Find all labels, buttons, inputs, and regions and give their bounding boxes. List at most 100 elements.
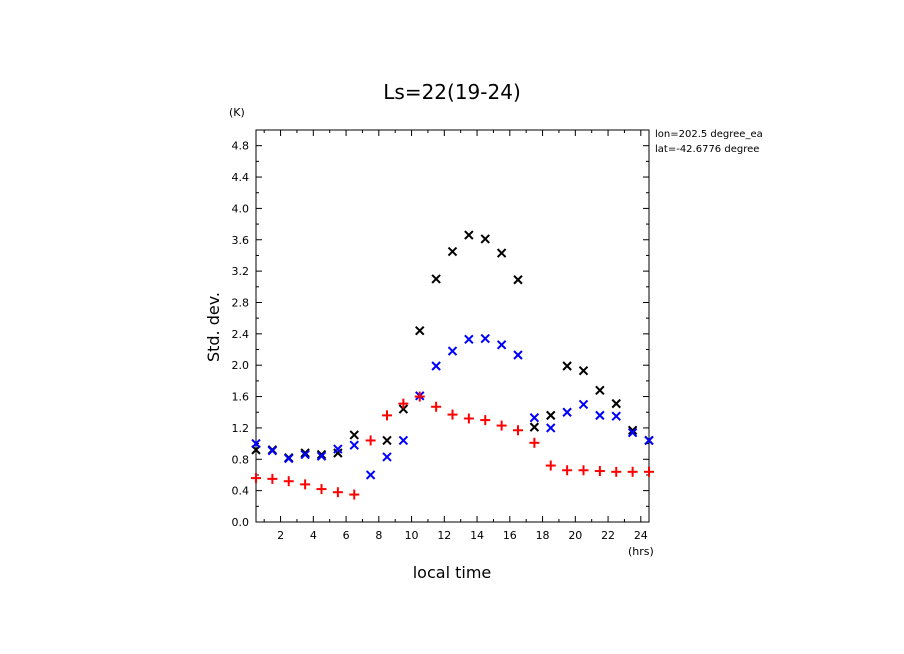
- data-point-series-1: [595, 385, 605, 395]
- data-point-series-1: [480, 234, 490, 244]
- data-point-series-2: [562, 407, 572, 417]
- data-point-series-2: [316, 451, 327, 461]
- x-tick-label: 6: [343, 529, 350, 542]
- data-point-series-3: [594, 466, 605, 477]
- data-point-series-3: [562, 465, 573, 476]
- data-point-series-3: [496, 420, 507, 431]
- data-point-series-2: [365, 470, 376, 480]
- data-point-series-3: [414, 391, 425, 402]
- y-tick-label: 1.2: [232, 422, 250, 435]
- x-tick-label: 10: [405, 529, 419, 542]
- data-point-series-3: [332, 487, 343, 498]
- data-point-series-2: [267, 445, 278, 456]
- x-tick-label: 2: [277, 529, 284, 542]
- data-point-series-2: [627, 427, 638, 438]
- y-tick-label: 0.4: [232, 485, 250, 498]
- data-point-series-1: [513, 275, 523, 285]
- plot-frame: [255, 129, 650, 523]
- data-point-series-3: [349, 489, 360, 500]
- data-point-series-3: [611, 466, 622, 477]
- data-point-series-2: [529, 413, 540, 423]
- data-point-series-1: [431, 274, 441, 284]
- data-point-series-3: [578, 465, 589, 476]
- x-tick-label: 8: [375, 529, 382, 542]
- y-tick-label: 0.0: [232, 516, 250, 529]
- data-point-series-3: [529, 437, 540, 448]
- y-tick-label: 2.8: [232, 296, 250, 309]
- x-unit-label: (hrs): [628, 545, 654, 558]
- y-axis-label: Std. dev.: [204, 292, 223, 362]
- data-point-series-1: [562, 361, 572, 371]
- data-point-series-1: [578, 365, 589, 376]
- data-point-series-2: [644, 435, 654, 446]
- y-tick-label: 4.0: [232, 202, 250, 215]
- y-tick-label: 3.6: [232, 234, 250, 247]
- data-point-series-2: [578, 399, 589, 410]
- data-point-series-2: [447, 346, 458, 356]
- y-tick-label: 4.8: [232, 140, 250, 153]
- data-point-series-3: [382, 410, 392, 421]
- y-tick-label: 2.0: [232, 359, 250, 372]
- x-tick-label: 16: [503, 529, 517, 542]
- x-axis-label: local time: [413, 563, 492, 582]
- data-point-series-3: [365, 435, 376, 446]
- data-point-series-2: [513, 350, 523, 360]
- data-point-series-2: [251, 438, 261, 449]
- data-point-series-3: [398, 398, 409, 409]
- data-point-series-2: [595, 410, 605, 421]
- data-point-series-3: [431, 401, 442, 412]
- data-point-series-2: [480, 333, 490, 344]
- data-point-series-2: [611, 411, 621, 421]
- data-point-series-1: [529, 422, 540, 432]
- data-point-series-3: [267, 473, 278, 484]
- data-point-series-3: [447, 409, 458, 420]
- data-point-series-3: [283, 476, 294, 487]
- data-point-series-3: [316, 484, 327, 495]
- data-point-series-2: [333, 444, 343, 454]
- y-tick-label: 0.8: [232, 453, 250, 466]
- data-point-series-1: [300, 448, 310, 458]
- y-unit-label: (K): [229, 106, 245, 119]
- data-point-series-2: [284, 453, 294, 464]
- data-point-series-3: [644, 466, 654, 477]
- data-point-series-3: [251, 473, 261, 484]
- data-point-series-3: [627, 466, 638, 477]
- data-point-series-1: [447, 246, 458, 257]
- data-point-series-3: [545, 460, 556, 471]
- data-point-series-3: [300, 479, 311, 490]
- y-tick-label: 3.2: [232, 265, 250, 278]
- x-tick-label: 4: [310, 529, 317, 542]
- data-point-series-2: [546, 423, 556, 433]
- x-tick-label: 12: [437, 529, 451, 542]
- data-point-series-2: [431, 361, 441, 371]
- data-point-series-3: [513, 425, 523, 436]
- data-point-series-1: [627, 425, 638, 435]
- axes: 2 4 6 8 10 12 14 16 18 20 22 240.00.40.81.21.62.02.…: [232, 130, 649, 542]
- data-point-series-1: [398, 404, 409, 414]
- data-point-series-2: [382, 452, 392, 462]
- data-point-series-1: [382, 435, 392, 446]
- data-point-series-2: [300, 449, 310, 460]
- data-point-series-1: [316, 449, 327, 460]
- y-tick-label: 1.6: [232, 391, 250, 404]
- data-point-series-1: [464, 230, 474, 240]
- data-point-series-1: [546, 410, 556, 421]
- x-tick-label: 14: [470, 529, 484, 542]
- data-point-series-2: [349, 440, 359, 450]
- y-tick-label: 2.4: [232, 328, 250, 341]
- data-point-series-3: [480, 415, 491, 426]
- data-point-series-1: [415, 325, 425, 336]
- data-markers: [251, 230, 654, 500]
- data-point-series-1: [349, 430, 359, 440]
- chart-title: Ls=22(19-24): [383, 80, 521, 104]
- x-tick-label: 20: [568, 529, 582, 542]
- data-point-series-2: [464, 334, 474, 345]
- data-point-series-2: [496, 340, 507, 350]
- x-tick-label: 22: [601, 529, 615, 542]
- annotation-lon: lon=202.5 degree_ea: [655, 129, 763, 140]
- data-point-series-1: [611, 398, 621, 409]
- data-point-series-2: [398, 435, 409, 446]
- x-tick-label: 18: [536, 529, 550, 542]
- data-point-series-3: [463, 413, 474, 424]
